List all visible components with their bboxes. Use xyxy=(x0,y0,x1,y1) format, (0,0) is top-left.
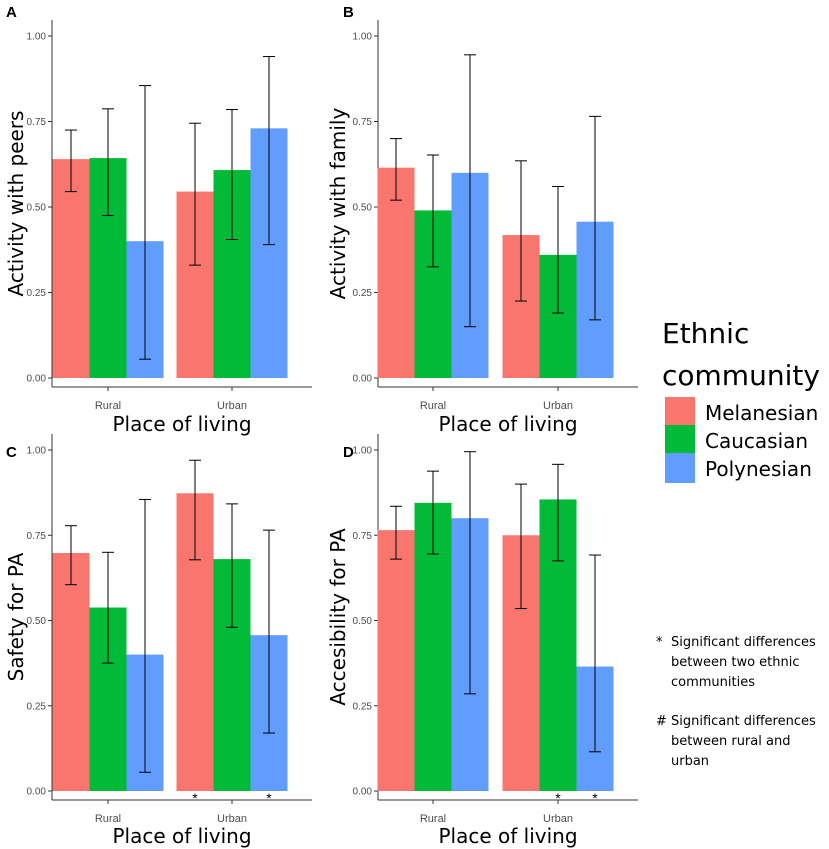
panel-letter: A xyxy=(6,4,17,21)
significance-notes: * Significant differences between two et… xyxy=(656,635,816,769)
y-tick-label: 1.00 xyxy=(353,446,373,457)
y-tick-label: 0.00 xyxy=(353,374,373,385)
panel-letter: C xyxy=(6,444,17,461)
bar-melanesian-rural xyxy=(52,159,90,378)
y-tick-label: 0.50 xyxy=(353,616,373,627)
panel-a: A 0.00 0.25 0.50 0.75 1.00 Activity with peers… xyxy=(4,4,312,436)
panel-b: B 0.00 0.25 0.50 0.75 1.00 Activity with famil… xyxy=(326,4,638,436)
y-tick-label: 1.00 xyxy=(353,32,373,43)
x-tick-label: Urban xyxy=(217,400,247,412)
panel-d: D 0.00 0.25 0.50 0.75 1.00 Accesibility for PA… xyxy=(326,434,638,848)
panel-letter: B xyxy=(343,4,354,21)
y-tick-label: 0.50 xyxy=(27,203,47,214)
legend-label-polynesian: Polynesian xyxy=(705,457,812,481)
y-axis-title: Activity with family xyxy=(326,108,350,300)
x-tick-label: Urban xyxy=(217,813,247,825)
y-tick-label: 0.75 xyxy=(27,117,47,128)
legend-swatch-melanesian xyxy=(665,397,695,427)
x-axis-title: Place of living xyxy=(438,412,577,436)
star-note-symbol: * xyxy=(656,635,663,650)
x-axis-title: Place of living xyxy=(112,412,251,436)
legend-title-line2: community xyxy=(662,359,820,392)
panel-letter: D xyxy=(343,444,354,461)
hash-note-line1: Significant differences xyxy=(671,714,816,729)
y-tick-label: 1.00 xyxy=(27,32,47,43)
y-tick-label: 0.25 xyxy=(27,701,47,712)
hash-note-symbol: # xyxy=(656,714,667,729)
star-note-line3: communities xyxy=(671,675,755,690)
y-tick-label: 0.75 xyxy=(353,117,373,128)
x-tick-label: Urban xyxy=(543,813,573,825)
significance-marker: * xyxy=(555,790,561,806)
y-tick-label: 0.75 xyxy=(353,531,373,542)
bar-melanesian-rural xyxy=(52,552,90,791)
bar-melanesian-rural xyxy=(377,167,415,378)
y-tick-label: 1.00 xyxy=(27,446,47,457)
legend-label-melanesian: Melanesian xyxy=(705,401,818,425)
legend-title-line1: Ethnic xyxy=(662,317,749,350)
x-tick-label: Rural xyxy=(420,400,446,412)
x-axis-title: Place of living xyxy=(438,824,577,848)
x-tick-label: Rural xyxy=(420,813,446,825)
y-tick-label: 0.50 xyxy=(353,203,373,214)
y-axis-title: Safety for PA xyxy=(4,552,28,681)
y-tick-label: 0.25 xyxy=(353,701,373,712)
significance-marker: * xyxy=(266,790,272,806)
significance-marker: * xyxy=(192,790,198,806)
y-tick-label: 0.00 xyxy=(27,374,47,385)
x-axis-title: Place of living xyxy=(112,824,251,848)
legend-label-caucasian: Caucasian xyxy=(705,429,808,453)
star-note-line1: Significant differences xyxy=(671,635,816,650)
y-tick-label: 0.25 xyxy=(353,288,373,299)
y-tick-label: 0.75 xyxy=(27,531,47,542)
significance-marker: * xyxy=(592,790,598,806)
hash-note-line3: urban xyxy=(671,754,709,769)
legend-swatch-polynesian xyxy=(665,453,695,483)
legend: Ethnic community Melanesian Caucasian Po… xyxy=(662,317,820,483)
x-tick-label: Rural xyxy=(95,813,121,825)
panel-c: C 0.00 0.25 0.50 0.75 1.00 Safety for PA Place … xyxy=(4,434,312,848)
y-tick-label: 0.00 xyxy=(353,787,373,798)
bar-melanesian-rural xyxy=(377,530,415,791)
y-axis-title: Activity with peers xyxy=(4,111,28,297)
legend-swatch-caucasian xyxy=(665,425,695,455)
hash-note-line2: between rural and xyxy=(671,734,790,749)
y-tick-label: 0.00 xyxy=(27,787,47,798)
x-tick-label: Rural xyxy=(95,400,121,412)
y-tick-label: 0.50 xyxy=(27,616,47,627)
x-tick-label: Urban xyxy=(543,400,573,412)
star-note-line2: between two ethnic xyxy=(671,655,800,670)
y-tick-label: 0.25 xyxy=(27,288,47,299)
panels: A 0.00 0.25 0.50 0.75 1.00 Activity with peers… xyxy=(4,4,638,848)
y-axis-title: Accesibility for PA xyxy=(326,528,350,706)
